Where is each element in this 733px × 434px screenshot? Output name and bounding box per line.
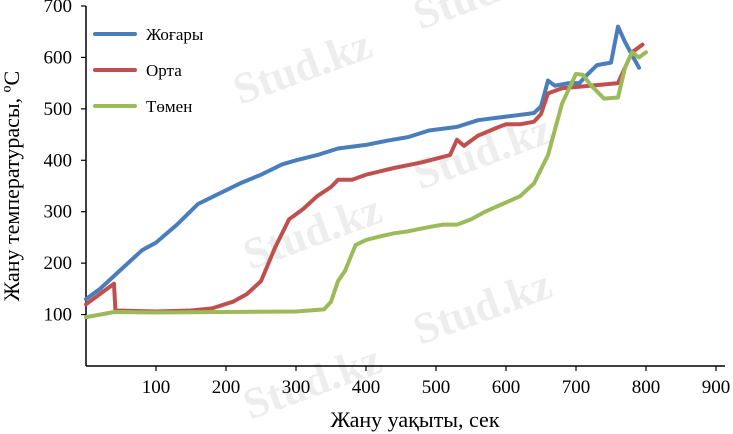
watermark-text: Stud.kz [407,0,558,39]
x-tick-label: 700 [562,377,591,398]
x-tick-label: 400 [352,377,381,398]
x-tick-label: 200 [212,377,241,398]
y-tick-label: 100 [44,305,73,326]
x-tick-label: 500 [422,377,451,398]
watermark-text: Stud.kz [407,259,558,354]
x-tick-label: 300 [282,377,311,398]
legend: Жоғары Орта Төмен [93,25,204,116]
y-tick-label: 400 [44,150,73,171]
x-tick-label: 800 [632,377,661,398]
x-axis-ticks: 100 200 300 400 500 600 700 800 900 [142,366,731,398]
y-axis-title: Жану температурасы, ºС [0,71,24,301]
legend-label: Төмен [146,97,192,116]
series-line-1 [84,24,641,302]
y-tick-label: 200 [44,253,73,274]
legend-label: Жоғары [146,25,204,44]
y-axis-ticks: 100 200 300 400 500 600 700 [44,0,86,326]
x-tick-label: 100 [142,377,171,398]
y-tick-label: 700 [44,0,73,17]
series-layer [84,24,648,320]
x-tick-label: 600 [492,377,521,398]
y-tick-label: 600 [44,47,73,68]
legend-label: Орта [146,61,182,80]
y-tick-label: 500 [44,99,73,120]
watermark-layer: Stud.kz Stud.kz Stud.kz Stud.kz Stud.kz … [227,0,558,429]
series-line-3 [84,50,648,320]
watermark-text: Stud.kz [227,19,378,114]
x-tick-label: 900 [702,377,731,398]
x-axis-title: Жану уақыты, сек [330,407,499,432]
y-tick-label: 300 [44,202,73,223]
